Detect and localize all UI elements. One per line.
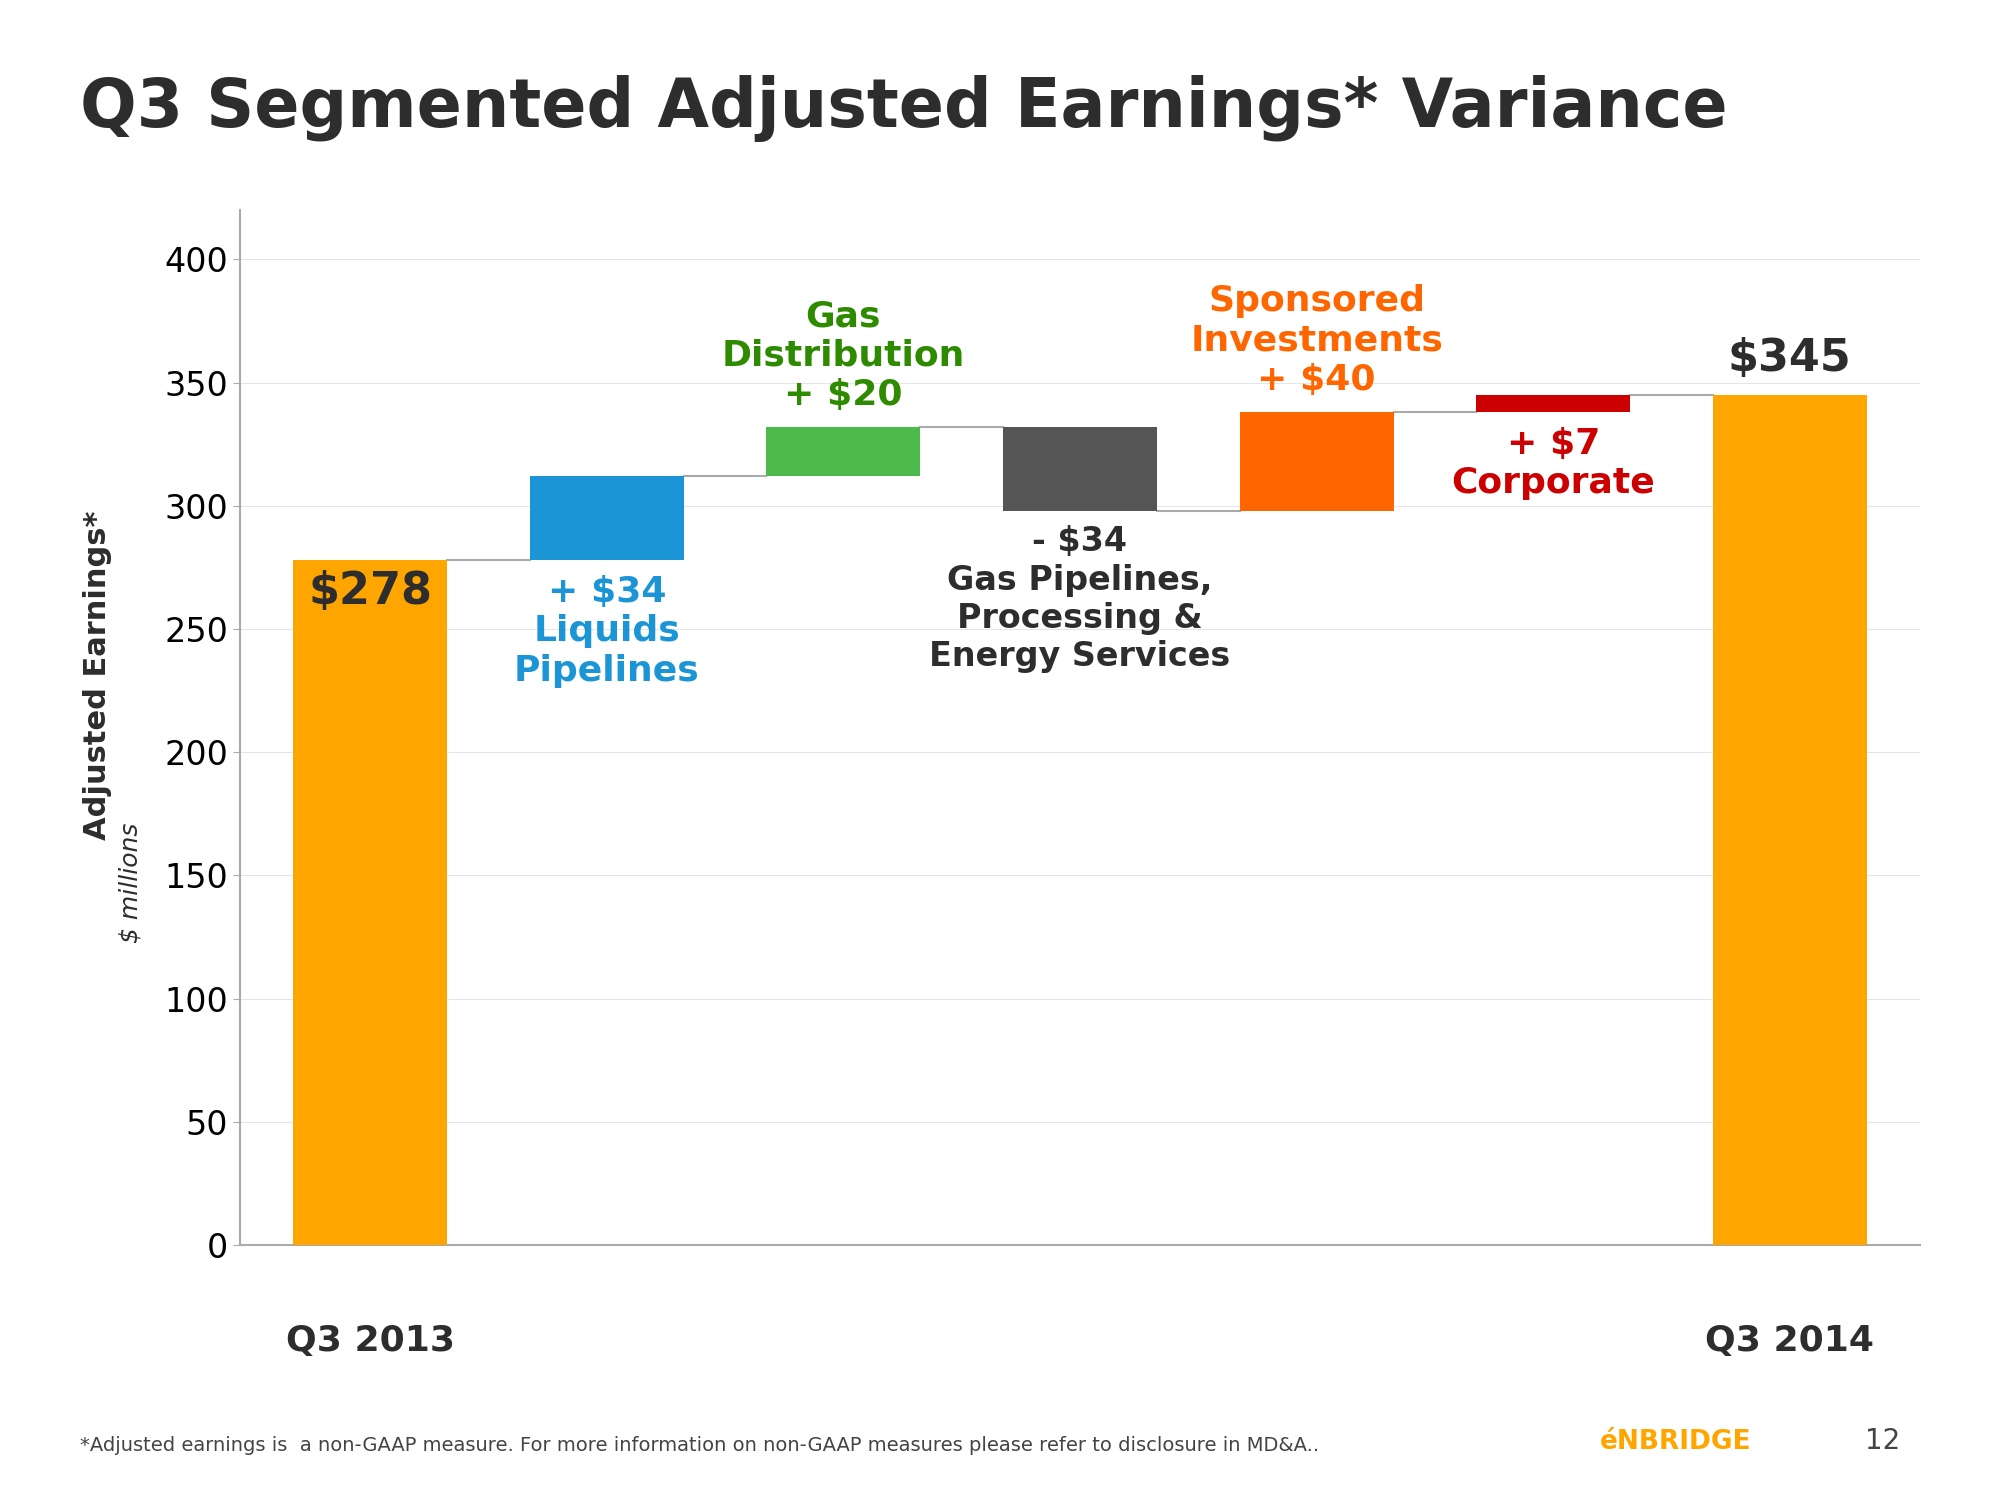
Text: + $34
Liquids
Pipelines: + $34 Liquids Pipelines <box>514 574 700 687</box>
Text: $278: $278 <box>308 570 432 614</box>
Text: éNBRIDGE: éNBRIDGE <box>1600 1430 1752 1455</box>
Text: Adjusted Earnings*: Adjusted Earnings* <box>82 512 112 840</box>
Text: Q3 Segmented Adjusted Earnings* Variance: Q3 Segmented Adjusted Earnings* Variance <box>80 75 1728 142</box>
Bar <box>1240 413 1394 510</box>
Bar <box>294 560 448 1245</box>
Bar <box>1004 427 1156 510</box>
Text: Q3 2013: Q3 2013 <box>286 1324 454 1358</box>
Text: Q3 2014: Q3 2014 <box>1706 1324 1874 1358</box>
Bar <box>766 427 920 476</box>
Text: + $7
Corporate: + $7 Corporate <box>1452 427 1656 501</box>
Text: 12: 12 <box>1864 1426 1900 1455</box>
Bar <box>530 476 684 560</box>
Text: *Adjusted earnings is  a non-GAAP measure. For more information on non-GAAP meas: *Adjusted earnings is a non-GAAP measure… <box>80 1436 1320 1455</box>
Text: $ millions: $ millions <box>118 822 142 944</box>
Text: Gas
Distribution
+ $20: Gas Distribution + $20 <box>722 300 966 412</box>
Text: - $34
Gas Pipelines,
Processing &
Energy Services: - $34 Gas Pipelines, Processing & Energy… <box>930 525 1230 674</box>
Text: Sponsored
Investments
+ $40: Sponsored Investments + $40 <box>1190 285 1444 398</box>
Bar <box>1476 394 1630 412</box>
Text: $345: $345 <box>1728 338 1852 380</box>
Bar <box>1712 394 1866 1245</box>
